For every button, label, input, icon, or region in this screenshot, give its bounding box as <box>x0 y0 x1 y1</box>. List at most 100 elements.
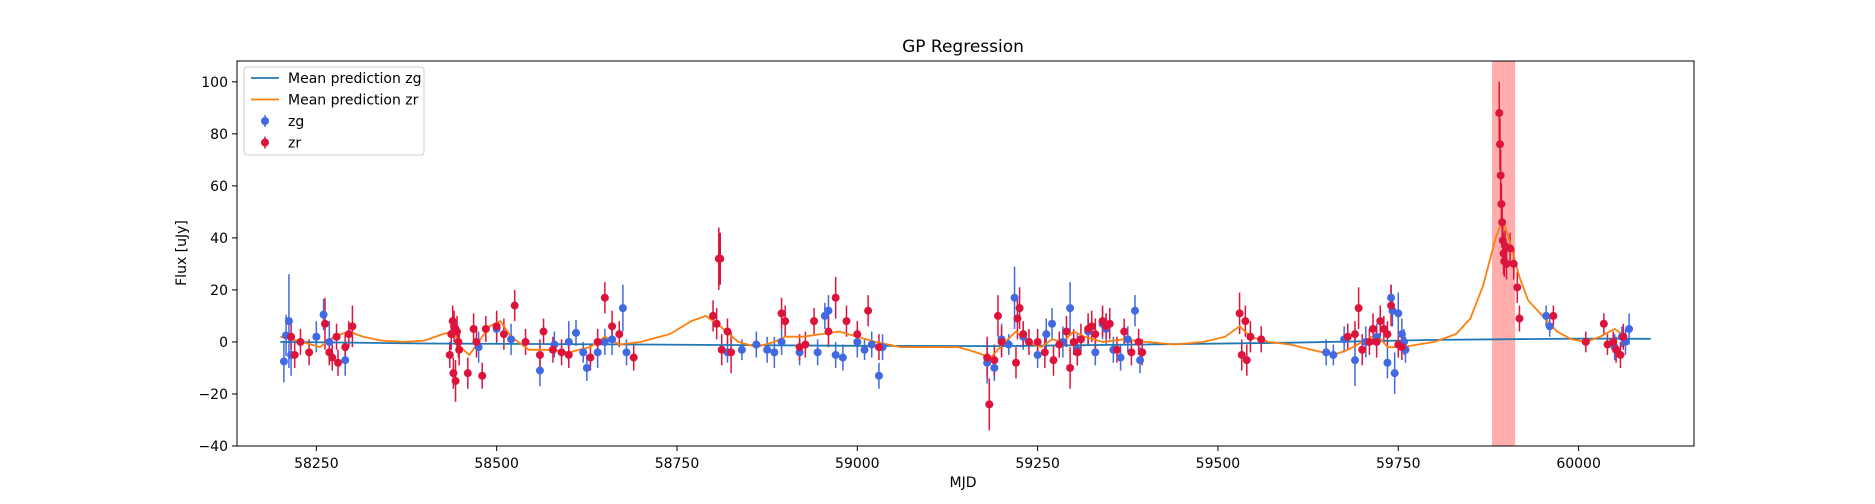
y-tick-label: 80 <box>210 127 228 143</box>
x-tick-label: 59500 <box>1196 456 1241 472</box>
legend-label: Mean prediction zg <box>288 71 422 87</box>
data-point-zr <box>874 343 883 352</box>
data-point-zg <box>867 340 876 349</box>
data-point-zg <box>1042 330 1051 339</box>
data-point-zg <box>1545 322 1554 331</box>
y-tick-label: 100 <box>201 75 228 91</box>
data-point-zr <box>1246 332 1255 341</box>
data-point-zg <box>1329 350 1338 359</box>
data-point-zr <box>1397 343 1406 352</box>
data-point-zr <box>521 337 530 346</box>
data-point-zg <box>1383 358 1392 367</box>
legend-label: zg <box>288 114 304 130</box>
data-point-zr <box>1069 337 1078 346</box>
data-point-zr <box>1369 324 1378 333</box>
data-point-zg <box>874 371 883 380</box>
y-tick-label: 0 <box>219 335 228 351</box>
data-point-zr <box>864 306 873 315</box>
data-point-zr <box>1350 330 1359 339</box>
data-point-zg <box>1350 356 1359 365</box>
data-point-zr <box>332 332 341 341</box>
data-point-zg <box>319 310 328 319</box>
data-point-zg <box>1004 340 1013 349</box>
data-point-zr <box>535 350 544 359</box>
data-point-zr <box>629 353 638 362</box>
data-point-zr <box>1242 356 1251 365</box>
data-point-zg <box>1131 306 1140 315</box>
data-point-zr <box>712 319 721 328</box>
data-point-zr <box>341 343 350 352</box>
data-point-zr <box>1502 259 1511 268</box>
data-point-zg <box>770 348 779 357</box>
data-point-zr <box>615 330 624 339</box>
data-point-zg <box>1048 319 1057 328</box>
data-point-zr <box>454 337 463 346</box>
data-point-zr <box>481 324 490 333</box>
data-point-zr <box>452 327 461 336</box>
x-tick-label: 58250 <box>294 456 339 472</box>
data-point-zr <box>997 337 1006 346</box>
data-point-zr <box>1011 358 1020 367</box>
data-point-zr <box>548 345 557 354</box>
data-point-zr <box>600 293 609 302</box>
data-point-zr <box>1062 327 1071 336</box>
data-point-zr <box>1599 319 1608 328</box>
data-point-zr <box>510 301 519 310</box>
data-point-zr <box>1120 327 1129 336</box>
data-point-zr <box>1495 109 1504 118</box>
data-point-zr <box>1013 314 1022 323</box>
data-point-zg <box>572 328 581 337</box>
data-point-zr <box>290 350 299 359</box>
data-point-zr <box>853 330 862 339</box>
data-point-zr <box>1076 335 1085 344</box>
data-point-zg <box>990 363 999 372</box>
chart-title: GP Regression <box>902 37 1024 57</box>
legend-marker-zr <box>261 138 269 147</box>
data-point-zg <box>813 348 822 357</box>
data-point-zr <box>1581 337 1590 346</box>
data-point-zr <box>824 327 833 336</box>
data-point-zr <box>492 322 501 331</box>
point-layer <box>279 109 1634 409</box>
data-point-zg <box>1033 350 1042 359</box>
data-point-zr <box>1496 171 1505 180</box>
data-point-zr <box>478 371 487 380</box>
data-point-zr <box>1257 335 1266 344</box>
y-tick-label: −40 <box>198 439 228 455</box>
data-point-zr <box>463 369 472 378</box>
data-point-zr <box>1237 350 1246 359</box>
data-point-zr <box>539 327 548 336</box>
x-tick-label: 59750 <box>1376 456 1421 472</box>
data-point-zg <box>1394 309 1403 318</box>
data-point-zr <box>1387 301 1396 310</box>
data-point-zr <box>777 309 786 318</box>
data-point-zr <box>709 311 718 320</box>
data-point-zr <box>451 376 460 385</box>
data-point-zg <box>579 348 588 357</box>
data-point-zr <box>727 348 736 357</box>
data-point-zg <box>618 304 627 313</box>
data-point-zg <box>1123 335 1132 344</box>
data-point-zg <box>535 366 544 375</box>
data-point-zg <box>737 345 746 354</box>
legend-frame <box>243 66 425 156</box>
data-point-zg <box>284 317 293 326</box>
data-point-zr <box>1506 244 1515 253</box>
data-point-zg <box>600 337 609 346</box>
data-point-zr <box>296 337 305 346</box>
data-point-zg <box>1397 330 1406 339</box>
data-point-zg <box>1390 369 1399 378</box>
data-point-zg <box>582 363 591 372</box>
data-point-zr <box>1066 363 1075 372</box>
data-point-zr <box>608 322 617 331</box>
data-point-zr <box>1499 249 1508 258</box>
data-point-zr <box>1134 337 1143 346</box>
legend-label: zr <box>288 136 301 152</box>
data-point-zg <box>831 350 840 359</box>
data-point-zg <box>341 356 350 365</box>
data-point-zg <box>564 337 573 346</box>
data-point-zr <box>1358 345 1367 354</box>
data-point-zr <box>348 322 357 331</box>
